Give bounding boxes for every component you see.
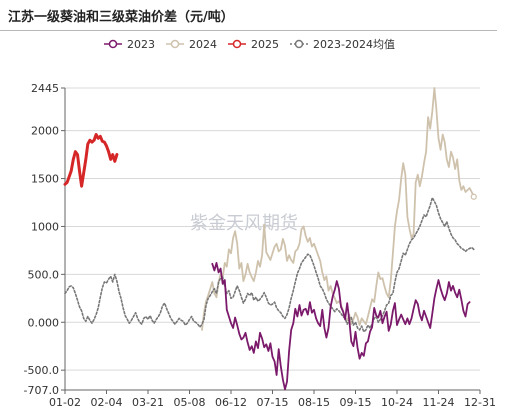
y-tick-label: 500.0 <box>28 268 60 281</box>
series-layer <box>63 87 477 391</box>
legend-marker <box>170 39 180 49</box>
y-tick-label: 2445 <box>31 82 59 95</box>
y-axis: -707.0 -500.0 0.000 500.0 1000 1500 2000 2445 <box>24 82 66 397</box>
y-tick-label: 0.000 <box>28 316 60 329</box>
x-tick-label: 05-08 <box>174 396 206 409</box>
legend-label: 2023-2024均值 <box>313 38 395 51</box>
x-tick-label: 07-15 <box>257 396 289 409</box>
legend-marker <box>232 39 242 49</box>
series-end-marker <box>470 193 477 200</box>
legend-label: 2025 <box>251 38 279 51</box>
x-tick-label: 09-15 <box>340 396 372 409</box>
legend: 2023 2024 2025 2023-2024均值 <box>104 38 395 51</box>
watermark: 紫金天风期货 <box>190 213 298 234</box>
y-tick-label: 2000 <box>31 125 59 138</box>
y-tick-label: -500.0 <box>24 364 59 377</box>
x-tick-label: 02-04 <box>91 396 123 409</box>
title-divider <box>0 30 497 31</box>
legend-label: 2023 <box>127 38 155 51</box>
x-axis: 01-02 02-04 03-21 05-08 06-12 07-15 08-15 09-15… <box>49 389 496 409</box>
y-tick-label: 1500 <box>31 173 59 186</box>
y-tick-label: 1000 <box>31 220 59 233</box>
series-line-2024 <box>201 87 475 331</box>
x-tick-label: 12-31 <box>464 396 496 409</box>
x-tick-label: 10-24 <box>381 396 413 409</box>
legend-marker <box>294 39 304 49</box>
x-tick-label: 08-15 <box>298 396 330 409</box>
series-line-2025 <box>63 133 119 188</box>
x-tick-label: 01-02 <box>49 396 81 409</box>
chart-title: 江苏一级葵油和三级菜油价差（元/吨） <box>8 10 234 25</box>
x-tick-label: 11-24 <box>423 396 455 409</box>
x-tick-label: 06-12 <box>215 396 247 409</box>
series-line-2023 <box>211 262 471 391</box>
y-tick-label: -707.0 <box>24 384 59 397</box>
grid-lines <box>65 87 480 371</box>
legend-label: 2024 <box>189 38 217 51</box>
legend-marker <box>108 39 118 49</box>
x-tick-label: 03-21 <box>132 396 164 409</box>
series-line-2023-2024均值 <box>64 196 475 333</box>
